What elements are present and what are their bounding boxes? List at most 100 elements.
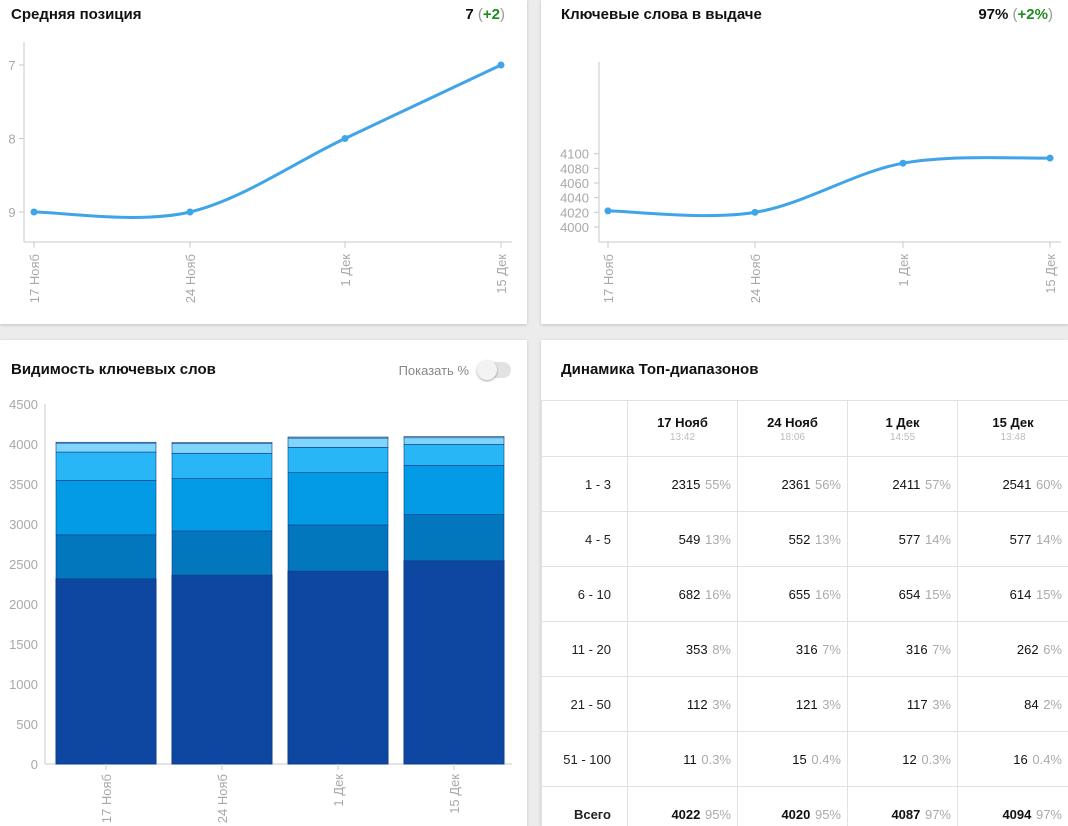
column-time: 18:06 bbox=[779, 431, 806, 443]
range-cell: 2361 56% bbox=[737, 456, 848, 512]
cell-percent: 0.3% bbox=[697, 751, 731, 767]
vis-y-tick-label: 1000 bbox=[9, 677, 38, 692]
vis-y-tick-label: 0 bbox=[31, 757, 38, 772]
cell-count: 121 bbox=[795, 696, 818, 712]
column-date: 24 Нояб bbox=[767, 414, 818, 430]
avg-point bbox=[497, 61, 505, 69]
vis-bar-segment bbox=[55, 480, 157, 536]
cell-percent: 15% bbox=[921, 586, 951, 602]
cell-percent: 7% bbox=[928, 641, 951, 657]
cell-percent: 3% bbox=[818, 696, 841, 712]
kw-point bbox=[604, 207, 612, 215]
cell-count: 2541 bbox=[1002, 476, 1032, 492]
cell-percent: 15% bbox=[1032, 586, 1062, 602]
vis-x-tick-label: 17 Нояб bbox=[99, 774, 114, 823]
cell-percent: 14% bbox=[921, 531, 951, 547]
range-cell: 549 13% bbox=[627, 511, 738, 567]
vis-bar-segment bbox=[171, 442, 273, 444]
avg-position-chart: 7 8 9 17 Нояб 24 Нояб 1 Дек 15 Дек bbox=[8, 42, 512, 303]
cell-count: 4087 bbox=[891, 806, 921, 822]
avg-point bbox=[186, 208, 194, 216]
cell-count: 682 bbox=[678, 586, 701, 602]
vis-bar-segment bbox=[287, 472, 389, 526]
cell-count: 112 bbox=[686, 696, 708, 712]
table-row: 11 - 20 353 8% 316 7% 316 7% 262 6% bbox=[541, 621, 1068, 677]
cell-count: 12 bbox=[902, 751, 917, 767]
cell-count: 655 bbox=[788, 586, 811, 602]
vis-x-tick-label: 15 Дек bbox=[447, 774, 462, 814]
cell-count: 2411 bbox=[892, 476, 921, 492]
avg-position-title: Средняя позиция bbox=[11, 6, 142, 23]
cell-percent: 2% bbox=[1039, 696, 1062, 712]
cell-count: 316 bbox=[795, 641, 818, 657]
table-row: 1 - 3 2315 55% 2361 56% 2411 57% 2541 60% bbox=[541, 456, 1068, 512]
vis-bar-segment bbox=[171, 443, 273, 454]
cell-count: 2315 bbox=[671, 476, 701, 492]
cell-percent: 95% bbox=[811, 806, 841, 822]
vis-bar-segment bbox=[287, 436, 389, 439]
avg-point bbox=[30, 208, 38, 216]
avg-position-value: 7 bbox=[465, 6, 474, 23]
cell-percent: 56% bbox=[811, 476, 841, 492]
cell-percent: 97% bbox=[1032, 806, 1062, 822]
vis-x-tick-label: 1 Дек bbox=[331, 774, 346, 807]
vis-bar-segment bbox=[55, 441, 157, 444]
cell-count: 16 bbox=[1013, 751, 1028, 767]
column-time: 13:48 bbox=[1000, 431, 1026, 443]
column-date: 1 Дек bbox=[885, 414, 920, 430]
kw-y-tick-label: 4040 bbox=[560, 191, 589, 206]
range-cell: 12 0.3% bbox=[847, 731, 958, 787]
column-time: 14:55 bbox=[889, 431, 916, 443]
range-cell: 2541 60% bbox=[957, 456, 1068, 512]
range-label: 11 - 20 bbox=[541, 621, 628, 677]
cell-percent: 16% bbox=[811, 586, 841, 602]
kw-y-tick-label: 4020 bbox=[560, 205, 589, 220]
vis-bar-segment bbox=[287, 447, 389, 473]
range-cell: 4020 95% bbox=[737, 786, 848, 826]
cell-percent: 14% bbox=[1032, 531, 1062, 547]
range-cell: 316 7% bbox=[737, 621, 848, 677]
vis-bar-segment bbox=[403, 444, 505, 466]
range-cell: 353 8% bbox=[627, 621, 738, 677]
cell-count: 2361 bbox=[781, 476, 811, 492]
cell-count: 577 bbox=[1009, 531, 1032, 547]
toggle-knob bbox=[477, 360, 497, 380]
cell-percent: 6% bbox=[1039, 641, 1062, 657]
cell-percent: 3% bbox=[708, 696, 731, 712]
kw-x-tick-label: 1 Дек bbox=[896, 254, 911, 287]
avg-position-card: Средняя позиция 7 (+2) 7 8 9 17 Нояб 24 Нояб… bbox=[0, 0, 527, 324]
range-cell: 15 0.4% bbox=[737, 731, 848, 787]
show-percent-toggle-group[interactable]: Показать % bbox=[398, 360, 511, 380]
vis-x-tick-label: 24 Нояб bbox=[215, 774, 230, 823]
column-date: 15 Дек bbox=[992, 414, 1034, 430]
table-header-row: 17 Нояб 13:42 24 Нояб 18:06 1 Дек 14:55 15 Дек… bbox=[541, 400, 1068, 457]
show-percent-toggle[interactable] bbox=[477, 360, 511, 380]
range-cell: 112 3% bbox=[627, 676, 738, 732]
range-cell: 2411 57% bbox=[847, 456, 958, 512]
avg-y-tick-label: 9 bbox=[8, 205, 15, 220]
range-cell: 4022 95% bbox=[627, 786, 738, 826]
vis-bar-segment bbox=[55, 578, 157, 765]
cell-percent: 7% bbox=[818, 641, 841, 657]
kw-point bbox=[899, 159, 907, 167]
vis-bar-segment bbox=[403, 436, 505, 439]
show-percent-label: Показать % bbox=[398, 362, 469, 378]
vis-bar-segment bbox=[171, 452, 273, 479]
vis-bar-segment bbox=[287, 570, 389, 765]
keywords-value: 97% bbox=[978, 6, 1009, 23]
keywords-card: Ключевые слова в выдаче 97% (+2%) 4000 40… bbox=[541, 0, 1068, 324]
avg-x-tick-label: 1 Дек bbox=[338, 254, 353, 287]
avg-y-tick-label: 8 bbox=[8, 132, 15, 147]
range-cell: 577 14% bbox=[957, 511, 1068, 567]
vis-y-tick-label: 500 bbox=[16, 717, 38, 732]
range-cell: 11 0.3% bbox=[627, 731, 738, 787]
range-cell: 654 15% bbox=[847, 566, 958, 622]
range-label: 1 - 3 bbox=[541, 456, 628, 512]
avg-x-tick-label: 24 Нояб bbox=[183, 254, 198, 303]
visibility-card: Видимость ключевых слов Показать % 0 500 1… bbox=[0, 340, 527, 826]
cell-count: 84 bbox=[1024, 696, 1039, 712]
kw-x-tick-label: 17 Нояб bbox=[601, 254, 616, 303]
vis-bar-segment bbox=[171, 478, 273, 532]
kw-x-tick-label: 15 Дек bbox=[1043, 254, 1058, 294]
kw-y-tick-label: 4100 bbox=[560, 147, 589, 162]
